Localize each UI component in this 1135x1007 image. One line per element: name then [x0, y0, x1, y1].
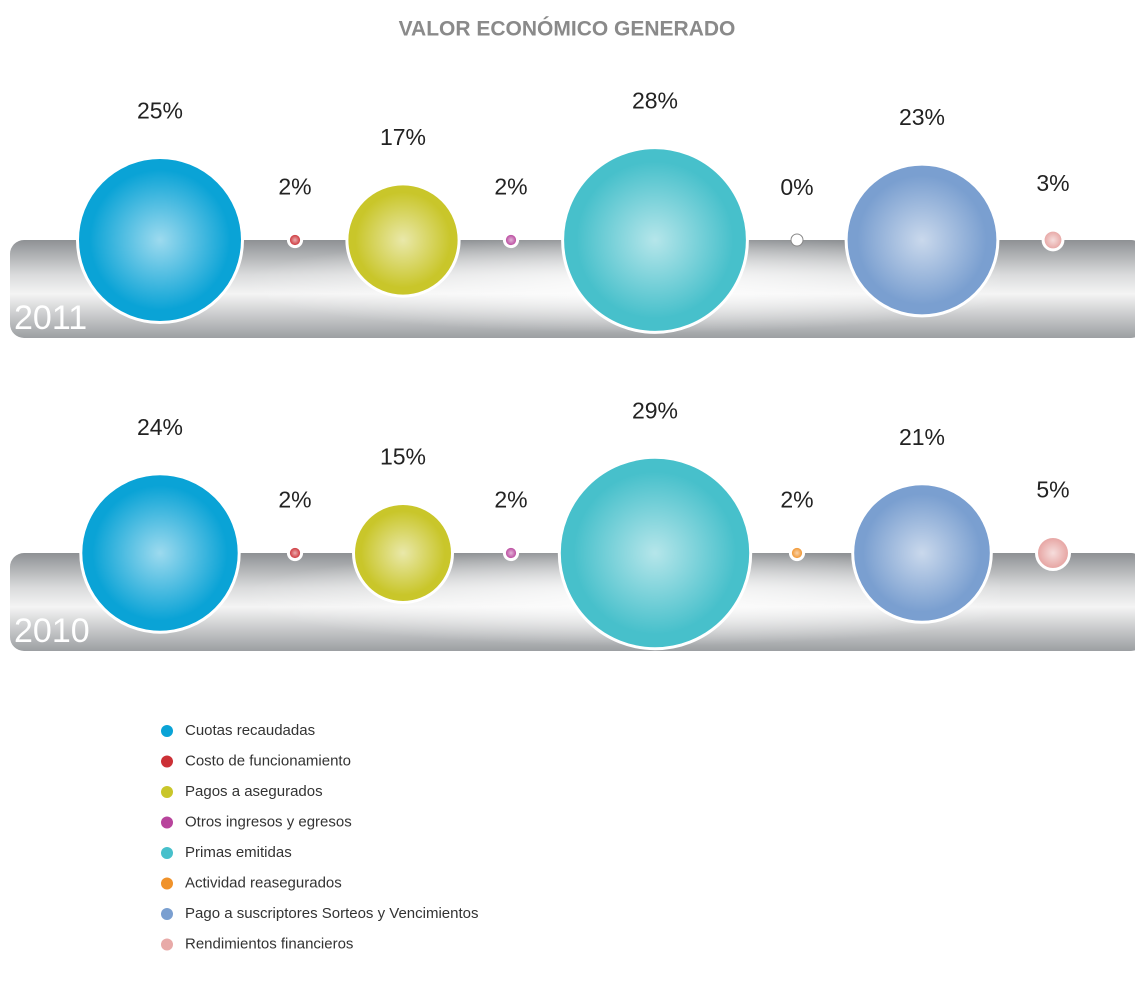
bubble-shine: [505, 234, 517, 246]
legend-label: Actividad reasegurados: [185, 874, 342, 891]
legend-swatch: [161, 725, 173, 737]
legend-label: Costo de funcionamiento: [185, 752, 351, 769]
bubble-shine: [289, 234, 301, 246]
legend-swatch: [161, 847, 173, 859]
bubble: [790, 233, 804, 247]
chart-title: VALOR ECONÓMICO GENERADO: [399, 17, 736, 41]
bubble-shine: [576, 161, 734, 319]
value-label: 23%: [899, 104, 945, 130]
value-label: 2%: [780, 486, 813, 512]
legend-label: Otros ingresos y egresos: [185, 813, 352, 830]
legend-swatch: [161, 877, 173, 890]
legend-swatch: [161, 908, 173, 920]
legend-label: Pagos a asegurados: [185, 783, 323, 800]
bubble-shine: [355, 192, 451, 288]
bubble-shine: [1044, 231, 1062, 249]
value-label: 2%: [494, 486, 527, 512]
bubble-shine: [791, 547, 803, 559]
value-label: 2%: [278, 486, 311, 512]
legend-label: Pago a suscriptores Sorteos y Vencimient…: [185, 905, 478, 922]
legend-label: Primas emitidas: [185, 844, 292, 861]
value-label: 2%: [278, 173, 311, 199]
bubble-shine: [863, 494, 981, 612]
value-label: 28%: [632, 88, 678, 114]
year-label: 2010: [14, 612, 90, 650]
legend-swatch: [161, 816, 173, 829]
value-label: 3%: [1036, 170, 1069, 196]
bubble-shine: [1038, 538, 1068, 568]
legend-swatch: [161, 786, 173, 798]
value-label: 17%: [380, 124, 426, 150]
bubble-shine: [505, 547, 517, 559]
bubble-shine: [92, 485, 228, 621]
bubble-shine: [289, 547, 301, 559]
bubble-shine: [360, 510, 446, 596]
value-label: 2%: [494, 173, 527, 199]
bubble-shine: [857, 175, 987, 305]
value-label: 29%: [632, 397, 678, 423]
year-label: 2011: [14, 299, 87, 337]
value-label: 15%: [380, 444, 426, 470]
legend-swatch: [161, 938, 173, 951]
value-label: 25%: [137, 98, 183, 124]
bubble-shine: [573, 471, 737, 635]
value-label: 24%: [137, 414, 183, 440]
value-label: 0%: [780, 174, 813, 200]
legend-swatch: [161, 755, 173, 768]
value-label: 5%: [1036, 477, 1069, 503]
legend-label: Cuotas recaudadas: [185, 722, 315, 739]
legend-label: Rendimientos financieros: [185, 935, 353, 952]
value-label: 21%: [899, 424, 945, 450]
bubble-shine: [89, 169, 231, 311]
